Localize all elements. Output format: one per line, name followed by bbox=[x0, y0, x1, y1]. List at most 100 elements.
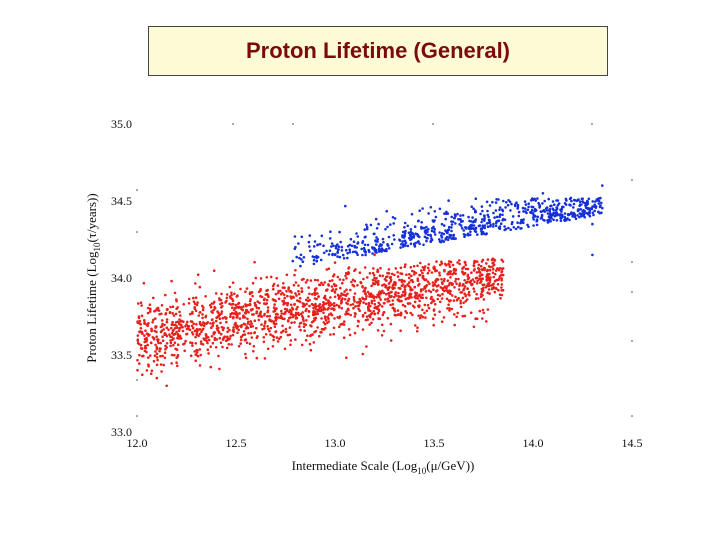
red-point bbox=[312, 341, 316, 344]
red-point bbox=[440, 260, 443, 264]
red-point bbox=[347, 328, 351, 331]
red-point bbox=[194, 282, 197, 285]
red-point bbox=[313, 293, 317, 297]
blue-point bbox=[556, 199, 560, 202]
red-point bbox=[221, 345, 224, 349]
red-point bbox=[435, 290, 438, 293]
blue-point bbox=[468, 233, 472, 237]
red-point bbox=[357, 320, 361, 323]
red-point bbox=[304, 298, 308, 302]
red-point bbox=[409, 279, 413, 282]
red-point bbox=[209, 345, 212, 349]
frame-dot bbox=[232, 123, 234, 125]
red-point bbox=[500, 270, 504, 273]
blue-point bbox=[501, 208, 504, 211]
red-point bbox=[382, 329, 386, 333]
red-point bbox=[481, 289, 485, 292]
blue-point bbox=[594, 200, 597, 203]
red-point bbox=[162, 328, 165, 331]
red-point bbox=[366, 290, 370, 294]
red-point bbox=[407, 284, 411, 288]
blue-point bbox=[504, 227, 508, 231]
red-point bbox=[369, 313, 373, 316]
red-point bbox=[268, 314, 272, 318]
red-point bbox=[284, 310, 287, 314]
red-point bbox=[224, 301, 227, 304]
red-point bbox=[413, 295, 417, 299]
red-point bbox=[270, 320, 273, 323]
blue-point bbox=[448, 236, 451, 239]
blue-point bbox=[580, 203, 583, 206]
red-point bbox=[308, 292, 311, 296]
red-point bbox=[139, 326, 143, 330]
red-point bbox=[421, 293, 424, 297]
red-point bbox=[169, 341, 173, 345]
red-point bbox=[440, 281, 444, 284]
red-point bbox=[189, 354, 193, 358]
red-point bbox=[413, 300, 417, 304]
red-point bbox=[472, 325, 476, 329]
red-point bbox=[466, 287, 470, 291]
red-point bbox=[421, 276, 425, 280]
red-point bbox=[399, 295, 402, 299]
blue-point bbox=[501, 213, 504, 217]
red-point bbox=[237, 344, 241, 348]
blue-point bbox=[495, 215, 499, 219]
red-point bbox=[218, 317, 222, 321]
red-point bbox=[310, 325, 313, 328]
red-point bbox=[220, 310, 224, 313]
blue-point bbox=[585, 201, 589, 204]
blue-point bbox=[424, 229, 427, 232]
red-point bbox=[438, 274, 442, 277]
blue-point bbox=[492, 211, 495, 215]
red-point bbox=[501, 273, 505, 277]
blue-point bbox=[393, 217, 397, 220]
blue-point bbox=[580, 197, 584, 201]
red-point bbox=[209, 303, 212, 307]
red-point bbox=[191, 310, 194, 314]
blue-point bbox=[563, 218, 566, 222]
blue-point bbox=[377, 222, 380, 226]
blue-point bbox=[363, 236, 367, 239]
red-point bbox=[191, 333, 195, 336]
red-point bbox=[266, 347, 270, 351]
red-point bbox=[300, 287, 304, 290]
red-point bbox=[435, 285, 439, 288]
red-point bbox=[381, 313, 385, 317]
red-point bbox=[461, 284, 464, 287]
red-point bbox=[245, 308, 248, 312]
red-point bbox=[458, 259, 461, 262]
red-point bbox=[340, 300, 344, 304]
red-point bbox=[419, 288, 423, 291]
blue-point bbox=[515, 201, 518, 204]
red-point bbox=[279, 314, 283, 318]
red-point bbox=[370, 301, 374, 305]
red-point bbox=[269, 333, 272, 336]
blue-point bbox=[480, 220, 483, 224]
red-point bbox=[491, 267, 495, 271]
red-point bbox=[202, 324, 206, 328]
red-point bbox=[257, 314, 260, 318]
red-point bbox=[482, 298, 486, 301]
x-axis-label: Intermediate Scale (Log10(μ/GeV)) bbox=[292, 458, 475, 476]
red-point bbox=[233, 292, 236, 296]
red-point bbox=[255, 356, 259, 360]
red-point bbox=[209, 365, 213, 369]
chart-title: Proton Lifetime (General) bbox=[245, 38, 511, 63]
blue-point bbox=[596, 198, 599, 202]
red-point bbox=[206, 348, 210, 352]
red-point bbox=[405, 273, 408, 277]
blue-point bbox=[393, 238, 396, 241]
red-point bbox=[338, 316, 341, 320]
blue-point bbox=[336, 251, 340, 254]
blue-point bbox=[509, 228, 512, 231]
red-point bbox=[313, 289, 317, 292]
blue-point bbox=[309, 249, 312, 253]
blue-point bbox=[459, 214, 462, 217]
red-point bbox=[457, 277, 460, 281]
red-point bbox=[266, 325, 269, 328]
blue-point bbox=[409, 242, 413, 246]
red-point bbox=[445, 289, 448, 292]
red-point bbox=[349, 303, 353, 307]
red-point bbox=[393, 286, 396, 290]
